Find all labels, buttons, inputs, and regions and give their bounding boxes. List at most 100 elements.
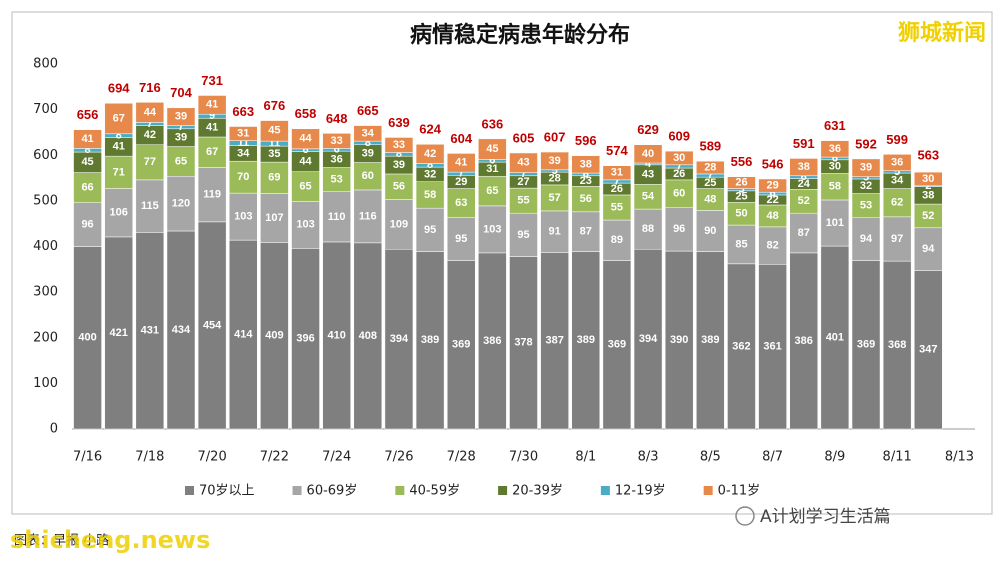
bar-segment: [228, 192, 258, 241]
bar-segment: [882, 260, 912, 430]
total-label: 648: [326, 111, 348, 126]
data-label: 31: [611, 167, 623, 179]
bar-segment: [322, 241, 351, 430]
data-label: 28: [704, 161, 716, 173]
data-label: 40: [642, 148, 654, 160]
data-label: 44: [299, 133, 312, 145]
data-label: 89: [611, 234, 623, 246]
data-label: 95: [517, 229, 529, 241]
data-label: 67: [206, 146, 218, 158]
bar-segment: [602, 165, 632, 181]
data-label: 7: [178, 121, 184, 133]
bar-segment: [758, 264, 787, 430]
total-label: 658: [295, 106, 317, 121]
total-label: 607: [544, 129, 566, 144]
total-label: 636: [482, 116, 504, 131]
total-label: 676: [264, 98, 286, 113]
bar-segment: [415, 181, 445, 209]
data-label: 362: [732, 340, 750, 352]
data-label: 31: [486, 163, 498, 175]
data-label: 103: [483, 223, 501, 235]
bar-segment: [353, 162, 383, 191]
legend-label: 20-39岁: [512, 484, 563, 499]
y-tick-label: 0: [50, 422, 58, 437]
x-tick-label: 8/7: [762, 450, 783, 465]
bar-segment: [914, 171, 943, 187]
data-label: 56: [580, 193, 592, 205]
bar-segment: [851, 260, 881, 430]
bar-segment: [104, 188, 133, 238]
data-label: 94: [860, 233, 873, 245]
bar-segment: [228, 126, 258, 141]
data-label: 95: [455, 233, 467, 245]
data-label: 394: [390, 333, 409, 345]
bar-segment: [727, 224, 756, 265]
bar-segment: [633, 144, 663, 164]
bar-segment: [571, 155, 601, 174]
bar-segment: [789, 212, 819, 254]
data-label: 45: [268, 125, 280, 137]
bar-segment: [882, 154, 912, 172]
data-label: 386: [795, 335, 813, 347]
bar-segment: [727, 176, 756, 189]
bar-segment: [197, 221, 227, 430]
data-label: 369: [857, 339, 875, 351]
legend-label: 60-69岁: [307, 484, 358, 499]
y-tick-label: 100: [33, 376, 58, 391]
watermark: shicheng.news: [10, 526, 210, 554]
bar-segment: [602, 219, 632, 261]
x-tick-label: 7/18: [135, 450, 164, 465]
data-label: 8: [116, 130, 122, 142]
data-label: 54: [642, 191, 655, 203]
total-label: 604: [450, 131, 472, 146]
x-tick-label: 8/11: [883, 450, 912, 465]
data-label: 38: [922, 189, 934, 201]
bar-segment: [104, 155, 133, 189]
data-label: 91: [549, 226, 561, 238]
total-label: 629: [637, 122, 659, 137]
data-label: 409: [265, 330, 283, 342]
total-label: 599: [886, 132, 908, 147]
data-label: 29: [455, 176, 467, 188]
legend-swatch: [498, 486, 508, 495]
data-label: 39: [175, 132, 187, 144]
x-tick-label: 7/22: [260, 450, 289, 465]
bar-segment: [446, 153, 476, 173]
data-label: 44: [144, 106, 157, 118]
data-label: 41: [113, 141, 125, 153]
data-label: 368: [888, 339, 906, 351]
bar-segment: [353, 242, 383, 430]
data-label: 60: [362, 170, 374, 182]
bar-segment: [509, 152, 538, 173]
data-label: 39: [860, 162, 872, 174]
data-label: 414: [234, 328, 253, 340]
data-label: 32: [860, 180, 872, 192]
legend-swatch: [185, 486, 194, 495]
data-label: 369: [608, 339, 626, 351]
bar-segment: [260, 161, 289, 194]
data-label: 34: [362, 127, 375, 139]
data-label: 45: [486, 143, 498, 155]
bar-segment: [540, 252, 569, 430]
data-label: 41: [206, 122, 218, 134]
data-label: 369: [452, 339, 470, 351]
data-label: 30: [922, 173, 934, 185]
data-label: 7: [614, 175, 620, 187]
x-tick-label: 7/26: [384, 450, 413, 465]
data-label: 77: [144, 156, 156, 168]
data-label: 7: [520, 168, 526, 180]
bar-segment: [446, 217, 476, 261]
data-label: 7: [676, 160, 682, 172]
legend-swatch: [600, 486, 610, 495]
total-label: 563: [917, 148, 939, 163]
bar-segment: [509, 256, 538, 430]
total-label: 731: [201, 73, 223, 88]
x-tick-label: 7/24: [322, 450, 351, 465]
x-tick-label: 7/20: [198, 450, 227, 465]
total-label: 596: [575, 133, 597, 148]
bar-segment: [415, 144, 445, 164]
data-label: 70: [237, 171, 249, 183]
data-label: 396: [296, 333, 314, 345]
y-tick-label: 600: [33, 148, 58, 163]
total-label: 605: [513, 130, 535, 145]
